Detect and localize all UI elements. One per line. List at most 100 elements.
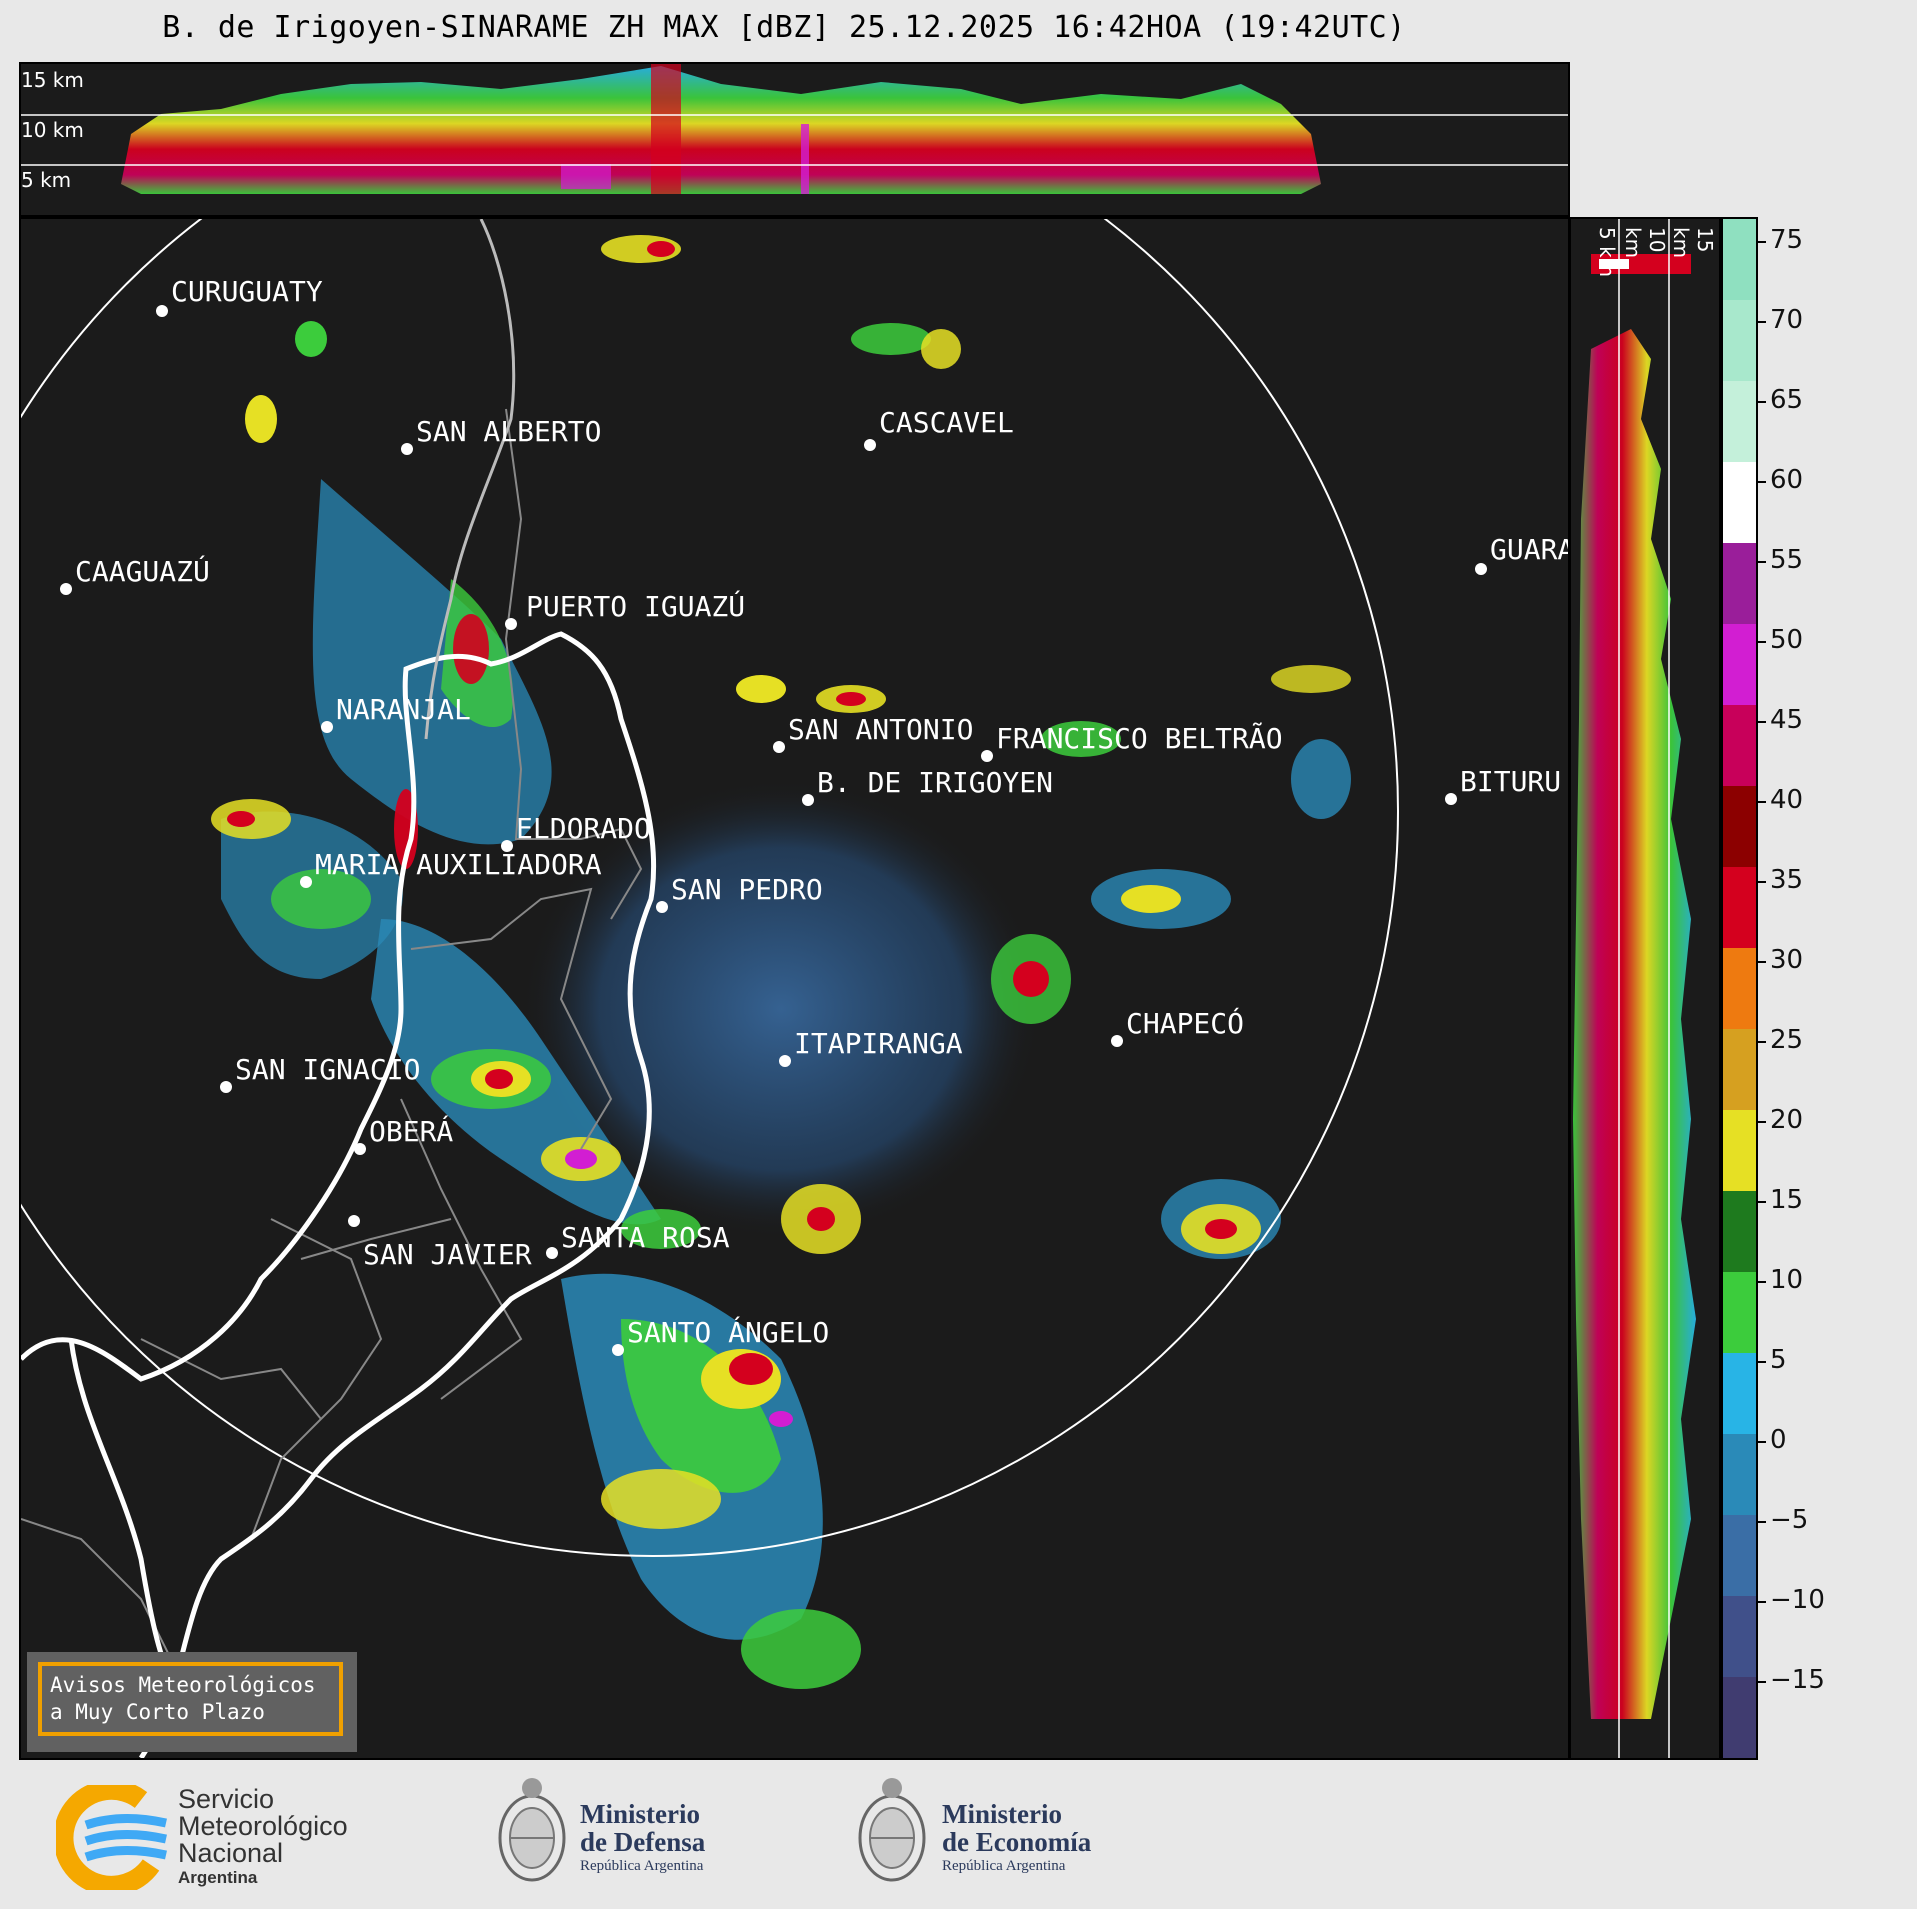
colorbar-tick: 30 <box>1758 945 1803 975</box>
range-ring <box>21 219 1399 1557</box>
city-dot <box>401 443 413 455</box>
city-label: NARANJAL <box>336 693 471 726</box>
smn-logo-text: Servicio Meteorológico Nacional Argentin… <box>178 1786 348 1889</box>
economia-line-1: Ministerio <box>942 1799 1062 1829</box>
city-label: CASCAVEL <box>879 406 1014 439</box>
colorbar-tick: 75 <box>1758 225 1803 255</box>
colorbar-tick: 10 <box>1758 1265 1803 1295</box>
city-dot <box>779 1055 791 1067</box>
smn-logo-icon <box>56 1785 167 1890</box>
smn-line-1: Servicio <box>178 1784 275 1814</box>
city-dot <box>656 901 668 913</box>
city-label: ITAPIRANGA <box>794 1027 963 1060</box>
city-label: B. DE IRIGOYEN <box>817 766 1053 799</box>
city-label: CHAPECÓ <box>1126 1006 1244 1040</box>
colorbar-tick: 70 <box>1758 305 1803 335</box>
defensa-line-3: República Argentina <box>580 1858 704 1874</box>
top-km-10: 10 km <box>21 118 84 142</box>
city-label: SANTA ROSA <box>561 1221 730 1254</box>
colorbar-tick: 50 <box>1758 625 1803 655</box>
city-santo-ngelo: SANTO ÁNGELO <box>612 1315 829 1356</box>
smn-line-2: Meteorológico <box>178 1811 348 1841</box>
city-dot <box>220 1081 232 1093</box>
right-km-15: 15 km <box>1669 227 1717 259</box>
city-santa-rosa: SANTA ROSA <box>546 1221 730 1259</box>
right-km-5: 5 km <box>1595 227 1619 278</box>
city-san-javier: SAN JAVIER <box>348 1215 532 1271</box>
radar-map-canvas: CURUGUATY SAN ALBERTO CASCAVEL CAAGUAZÚ GUAR… <box>21 219 1568 1758</box>
city-dot <box>981 750 993 762</box>
colorbar-tick: 15 <box>1758 1185 1803 1215</box>
top-km-15: 15 km <box>21 68 84 92</box>
right-cross-section: 5 km 10 km 15 km <box>1569 217 1721 1760</box>
defensa-line-2: de Defensa <box>580 1827 706 1857</box>
city-b-de-irigoyen: B. DE IRIGOYEN <box>802 766 1053 806</box>
colorbar-tick: −5 <box>1758 1505 1808 1535</box>
city-dot <box>612 1344 624 1356</box>
city-dot <box>773 741 785 753</box>
city-label: OBERÁ <box>369 1114 453 1148</box>
city-san-ignacio: SAN IGNACIO <box>220 1053 420 1093</box>
city-ober-: OBERÁ <box>354 1114 453 1155</box>
city-dot <box>348 1215 360 1227</box>
economia-shield-icon <box>858 1778 926 1882</box>
city-bituru: BITURU <box>1445 765 1561 805</box>
colorbar-tick: −15 <box>1758 1665 1825 1695</box>
city-label: SAN PEDRO <box>671 873 823 906</box>
city-label: PUERTO IGUAZÚ <box>526 589 745 623</box>
colorbar-tick: 25 <box>1758 1025 1803 1055</box>
city-label: FRANCISCO BELTRÃO <box>996 722 1283 755</box>
city-dot <box>864 439 876 451</box>
precipitation-echoes <box>211 235 1351 1689</box>
city-cascavel: CASCAVEL <box>864 406 1014 451</box>
city-maria-auxiliadora: MARIA AUXILIADORA <box>300 848 602 888</box>
city-label: SANTO ÁNGELO <box>627 1315 829 1349</box>
city-label: SAN ANTONIO <box>788 713 973 746</box>
city-dot <box>501 840 513 852</box>
colorbar-tick: 5 <box>1758 1345 1787 1375</box>
city-dot <box>300 876 312 888</box>
city-dot <box>354 1143 366 1155</box>
city-label: SAN JAVIER <box>363 1238 532 1271</box>
city-san-pedro: SAN PEDRO <box>656 873 823 913</box>
city-label: GUARA <box>1490 533 1568 566</box>
colorbar-tick: 55 <box>1758 545 1803 575</box>
city-dot <box>1445 793 1457 805</box>
city-guara: GUARA <box>1475 533 1568 575</box>
city-naranjal: NARANJAL <box>321 693 471 733</box>
city-dot <box>546 1247 558 1259</box>
city-dot <box>60 583 72 595</box>
city-eldorado: ELDORADO <box>501 812 651 852</box>
city-label: BITURU <box>1460 765 1561 798</box>
city-label: CAAGUAZÚ <box>75 554 210 588</box>
economia-line-2: de Economía <box>942 1827 1092 1857</box>
map-title: B. de Irigoyen-SINARAME ZH MAX [dBZ] 25.… <box>162 10 1406 45</box>
city-dot <box>321 721 333 733</box>
country-borders <box>21 631 657 1758</box>
city-label: SAN IGNACIO <box>235 1053 420 1086</box>
top-cross-section: 15 km 10 km 5 km <box>19 62 1570 217</box>
economia-line-3: República Argentina <box>942 1858 1066 1874</box>
colorbar-tick: 35 <box>1758 865 1803 895</box>
defensa-shield-icon <box>498 1778 566 1882</box>
colorbar-tick: 60 <box>1758 465 1803 495</box>
defensa-logo-text: Ministerio de Defensa República Argentin… <box>580 1800 705 1876</box>
colorbar-tick: 65 <box>1758 385 1803 415</box>
city-itapiranga: ITAPIRANGA <box>779 1027 963 1067</box>
city-francisco-beltr-o: FRANCISCO BELTRÃO <box>981 722 1283 762</box>
city-dot <box>802 794 814 806</box>
economia-logo-text: Ministerio de Economía República Argenti… <box>942 1800 1091 1876</box>
warning-box[interactable]: Avisos Meteorológicos a Muy Corto Plazo <box>38 1662 343 1736</box>
city-label: CURUGUATY <box>171 275 323 308</box>
colorbar-tick: 40 <box>1758 785 1803 815</box>
river-line <box>424 219 516 740</box>
dbz-colorbar <box>1721 217 1758 1760</box>
colorbar-tick-labels: 75 70 65 60 55 50 45 40 35 30 25 20 15 10 5 0 −5 −10 −15 <box>1758 217 1858 1760</box>
city-dot <box>156 305 168 317</box>
city-dot <box>1111 1035 1123 1047</box>
city-label: MARIA AUXILIADORA <box>315 848 602 881</box>
city-label: ELDORADO <box>516 812 651 845</box>
colorbar-tick: 0 <box>1758 1425 1787 1455</box>
city-markers: CURUGUATY SAN ALBERTO CASCAVEL CAAGUAZÚ GUAR… <box>60 275 1568 1356</box>
city-dot <box>1475 563 1487 575</box>
